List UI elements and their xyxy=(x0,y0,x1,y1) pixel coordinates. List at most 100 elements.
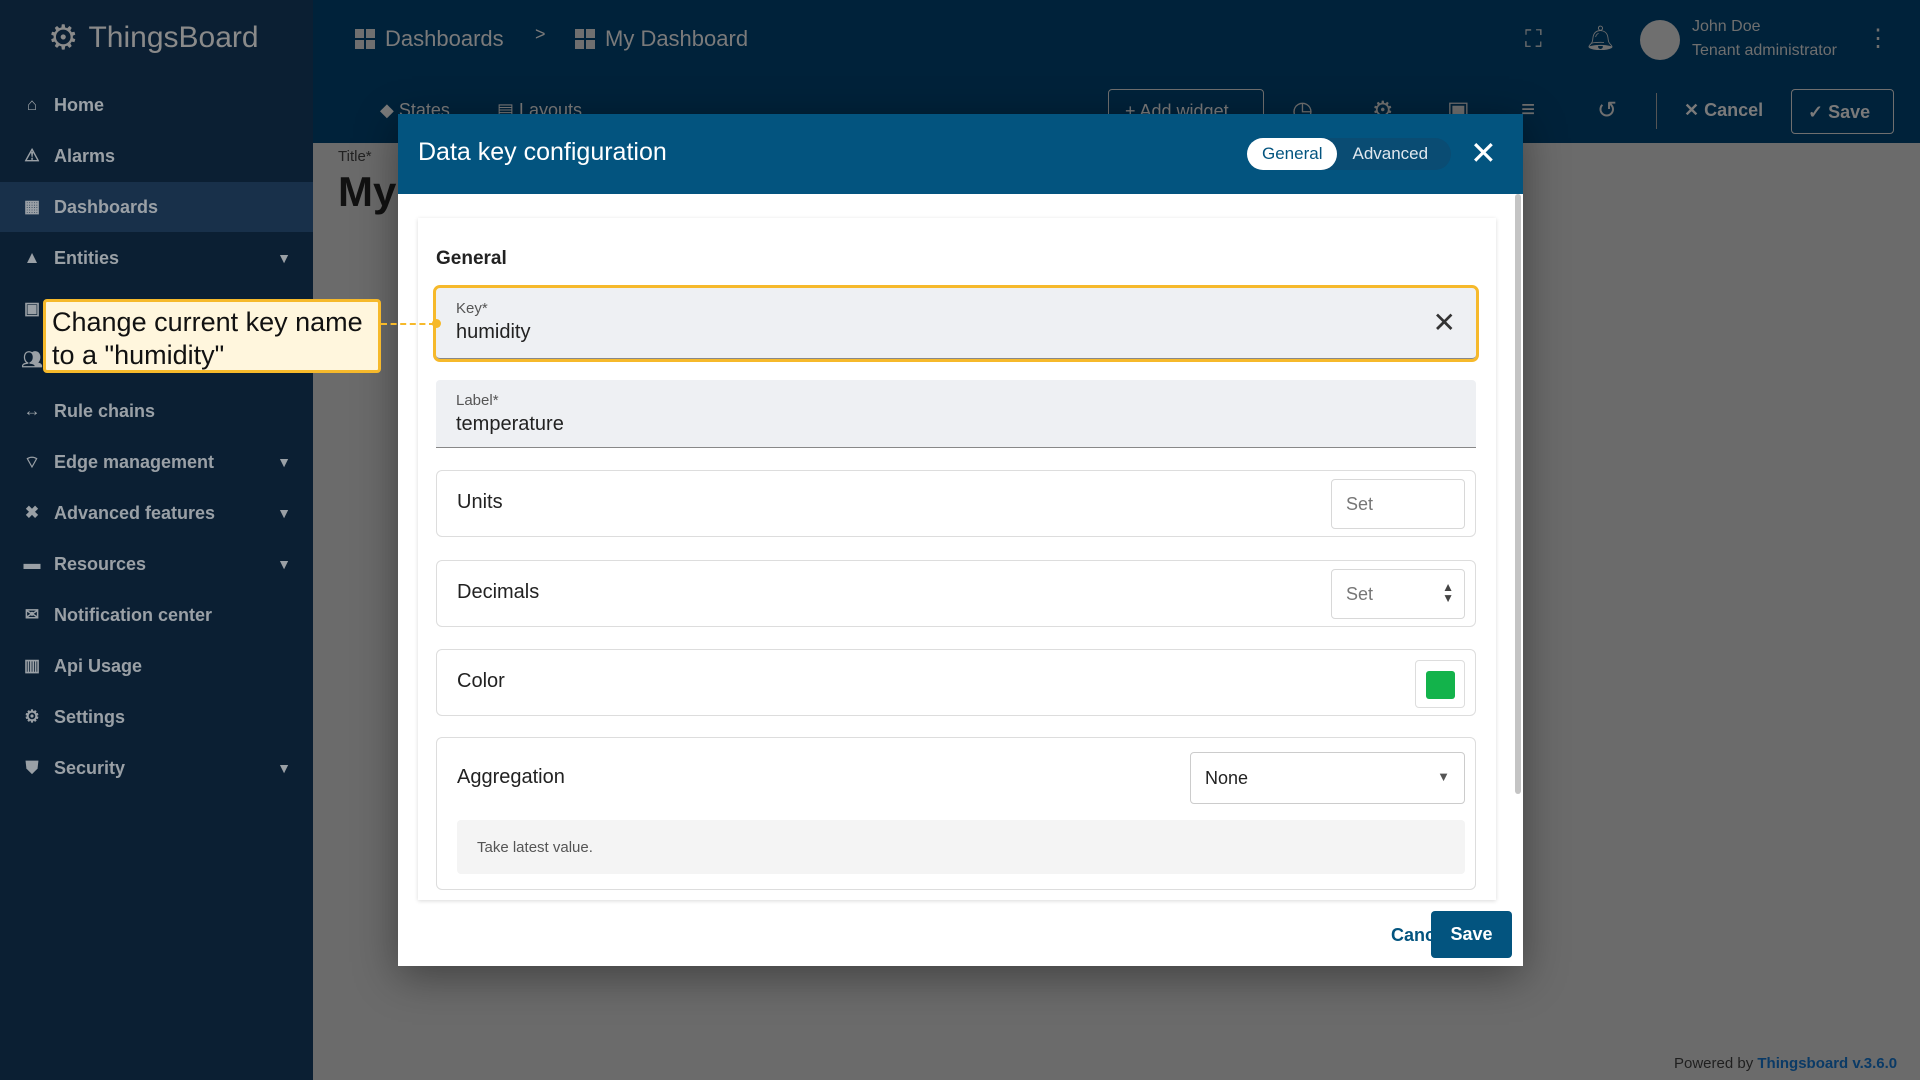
sidebar-item-dashboards[interactable]: ▦ Dashboards xyxy=(0,182,313,232)
toolbar-cancel-button[interactable]: ✕ Cancel xyxy=(1684,100,1764,120)
warning-icon: ⚠ xyxy=(24,146,40,165)
logo[interactable]: ⚙ ThingsBoard xyxy=(48,18,259,58)
color-swatch xyxy=(1426,671,1455,699)
breadcrumb-dashboards[interactable]: Dashboards xyxy=(355,26,504,52)
toolbar-save-button[interactable]: ✓ Save xyxy=(1791,89,1894,134)
sidebar-item-item-4[interactable]: ▣ xyxy=(0,284,313,334)
sidebar-item-security[interactable]: ⛊ Security ▼ xyxy=(0,743,313,793)
tab-general[interactable]: General xyxy=(1247,138,1338,170)
chevron-down-icon[interactable]: ▼ xyxy=(277,556,291,572)
save-button[interactable]: Save xyxy=(1431,911,1512,958)
chart-icon: ▥ xyxy=(23,656,41,675)
breadcrumb-current-label: My Dashboard xyxy=(605,26,749,51)
dialog-header: Data key configuration General Advanced … xyxy=(398,114,1523,194)
aggregation-hint: Take latest value. xyxy=(457,820,1465,874)
decimals-placeholder: Set xyxy=(1346,584,1374,604)
chevron-down-icon[interactable]: ▼ xyxy=(277,505,291,521)
sidebar-item-label: Home xyxy=(54,94,105,115)
data-key-config-dialog: Data key configuration General Advanced … xyxy=(398,114,1523,966)
sidebar-item-label: Settings xyxy=(54,706,126,727)
scrollbar[interactable] xyxy=(1515,194,1521,794)
sidebar-item-resources[interactable]: ▬ Resources ▼ xyxy=(0,539,313,589)
toolbar-save-label: Save xyxy=(1828,102,1871,122)
general-section: General Key* humidity ✕ Label* temperatu… xyxy=(418,218,1496,900)
sidebar-item-notification-center[interactable]: ✉ Notification center xyxy=(0,590,313,640)
key-label: Key* xyxy=(456,300,488,317)
stepper-icon[interactable]: ▲ ▼ xyxy=(1442,580,1454,605)
units-input[interactable]: Set xyxy=(1331,479,1465,529)
sidebar-item-label: Rule chains xyxy=(54,400,156,421)
aggregation-label: Aggregation xyxy=(457,766,565,788)
aggregation-select[interactable]: None ▼ xyxy=(1190,752,1465,804)
sidebar-item-label: Resources xyxy=(54,553,147,574)
color-picker[interactable] xyxy=(1415,660,1465,708)
logo-gear-icon: ⚙ xyxy=(48,19,79,57)
gear-icon: ⚙ xyxy=(24,707,40,726)
rule-chain-icon: ↔ xyxy=(23,401,41,420)
title-label: Title* xyxy=(338,148,372,165)
key-value[interactable]: humidity xyxy=(456,321,531,343)
sidebar-item-entities[interactable]: ▲ Entities ▼ xyxy=(0,233,313,283)
sidebar-item-edge-management[interactable]: ⌔ Edge management ▼ xyxy=(0,437,313,487)
clear-icon[interactable]: ✕ xyxy=(1432,307,1456,338)
decimals-input[interactable]: Set ▲ ▼ xyxy=(1331,569,1465,619)
decimals-row: Decimals Set ▲ ▼ xyxy=(436,560,1476,627)
title-value[interactable]: My xyxy=(338,168,397,215)
sidebar-item-label: Security xyxy=(54,757,126,778)
dashboard-icon xyxy=(355,29,375,49)
avatar[interactable] xyxy=(1640,20,1680,60)
chevron-down-icon[interactable]: ▼ xyxy=(277,250,291,266)
sidebar-item-label: Edge management xyxy=(54,451,215,472)
powered-by-link[interactable]: Thingsboard v.3.6.0 xyxy=(1757,1055,1898,1072)
sidebar-item-alarms[interactable]: ⚠ Alarms xyxy=(0,131,313,181)
units-row: Units Set xyxy=(436,470,1476,537)
sidebar-item-advanced-features[interactable]: ✖ Advanced features ▼ xyxy=(0,488,313,538)
filter-icon[interactable]: ≡ xyxy=(1521,96,1536,123)
label-field[interactable]: Label* temperature xyxy=(436,380,1476,448)
sidebar-item-label: Notification center xyxy=(54,604,213,625)
history-icon[interactable]: ↺ xyxy=(1597,97,1618,124)
breadcrumb-separator: > xyxy=(535,24,546,44)
toolbar-divider xyxy=(1656,93,1657,129)
chevron-down-icon[interactable]: ▼ xyxy=(277,454,291,470)
customers-icon: 👥︎ xyxy=(21,350,43,369)
edge-icon: ⌔ xyxy=(24,452,40,472)
notification-icon: ✉ xyxy=(24,605,40,624)
sidebar-item-item-5[interactable]: 👥︎ xyxy=(0,335,313,385)
powered-by: Powered by Thingsboard v.3.6.0 xyxy=(1674,1055,1897,1072)
sidebar-item-label: Advanced features xyxy=(54,502,216,523)
mode-toggle: General Advanced xyxy=(1247,138,1451,170)
folder-icon: ▬ xyxy=(23,554,41,573)
color-row: Color xyxy=(436,649,1476,716)
entities-icon: ▲ xyxy=(23,248,41,267)
label-value[interactable]: temperature xyxy=(456,413,564,435)
shield-icon: ⛊ xyxy=(25,758,39,777)
key-field[interactable]: Key* humidity ✕ xyxy=(433,285,1479,362)
app-name: ThingsBoard xyxy=(88,21,259,54)
profiles-icon: ▣ xyxy=(23,299,41,318)
bell-icon[interactable]: 🔔︎ xyxy=(1585,25,1616,52)
tab-advanced[interactable]: Advanced xyxy=(1352,144,1429,163)
close-icon[interactable]: ✕ xyxy=(1470,135,1497,171)
sidebar-item-rule-chains[interactable]: ↔ Rule chains xyxy=(0,386,313,436)
fullscreen-icon[interactable]: ⛶ xyxy=(1525,26,1542,53)
callout-annotation: Change current key name to a "humidity" xyxy=(43,299,381,373)
sidebar-item-api-usage[interactable]: ▥ Api Usage xyxy=(0,641,313,691)
dashboard-icon xyxy=(575,29,595,49)
sidebar-item-label: Entities xyxy=(54,247,120,268)
dropdown-arrow-icon: ▼ xyxy=(1437,769,1450,784)
label-label: Label* xyxy=(456,392,499,409)
chevron-down-icon[interactable]: ▼ xyxy=(277,760,291,776)
sidebar-item-home[interactable]: ⌂ Home xyxy=(0,80,313,130)
callout-dot xyxy=(432,319,441,328)
section-title: General xyxy=(436,248,507,269)
aggregation-row: Aggregation None ▼ Take latest value. xyxy=(436,737,1476,890)
sidebar-item-label: Alarms xyxy=(54,145,116,166)
decimals-label: Decimals xyxy=(457,581,540,603)
dialog-title: Data key configuration xyxy=(418,138,667,166)
more-vert-icon[interactable]: ⋮ xyxy=(1866,25,1890,52)
callout-connector xyxy=(381,323,435,325)
sidebar-item-settings[interactable]: ⚙ Settings xyxy=(0,692,313,742)
toolbar-cancel-label: Cancel xyxy=(1704,100,1764,120)
breadcrumb-parent: Dashboards xyxy=(385,26,504,51)
